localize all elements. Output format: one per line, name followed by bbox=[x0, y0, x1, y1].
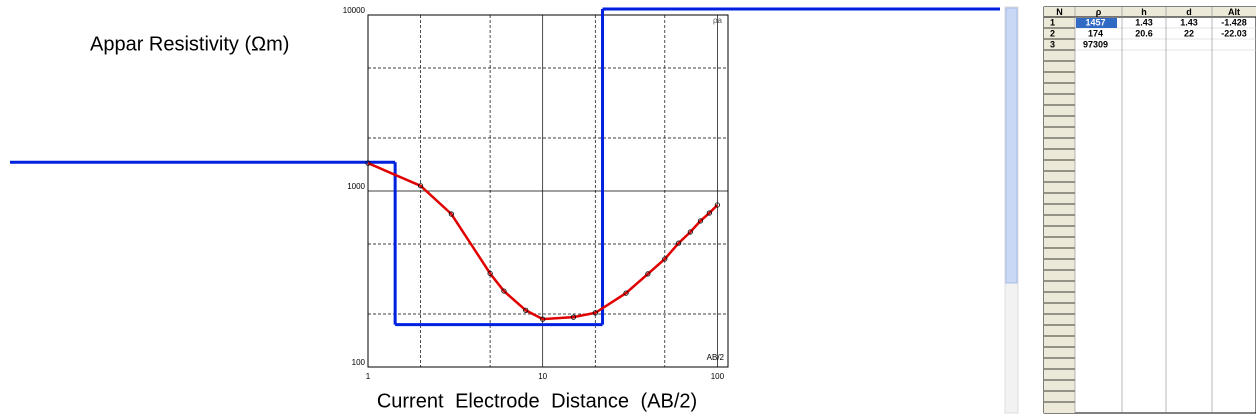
x-tick-label: 1 bbox=[366, 372, 371, 381]
data-point bbox=[448, 211, 454, 217]
data-point bbox=[523, 307, 529, 313]
header-bg bbox=[1044, 7, 1256, 17]
column-header: h bbox=[1141, 7, 1147, 17]
table-cell[interactable]: 97309 bbox=[1083, 39, 1108, 49]
table-cell[interactable]: 174 bbox=[1088, 28, 1103, 38]
index-bg bbox=[1044, 7, 1075, 413]
table-bg bbox=[1043, 6, 1256, 414]
data-point bbox=[714, 202, 720, 208]
table-cell[interactable]: 1457 bbox=[1085, 17, 1105, 27]
data-point bbox=[570, 314, 577, 320]
column-header: ρ bbox=[1096, 7, 1102, 17]
column-header: Alt bbox=[1228, 7, 1240, 17]
y-tick-label: 10000 bbox=[343, 6, 366, 15]
data-point bbox=[687, 229, 693, 235]
table-cell[interactable]: 22 bbox=[1184, 28, 1194, 38]
data-point bbox=[487, 270, 493, 277]
data-point bbox=[592, 310, 598, 316]
y-tick-label: 100 bbox=[352, 358, 366, 367]
data-point bbox=[365, 160, 371, 166]
table-cell[interactable]: 1.43 bbox=[1180, 17, 1198, 27]
selected-cell[interactable] bbox=[1076, 18, 1117, 28]
data-point bbox=[623, 290, 629, 296]
fitted-curve bbox=[367, 161, 719, 321]
table-cell[interactable]: 3 bbox=[1050, 39, 1055, 49]
marks bbox=[10, 7, 1000, 327]
data-point bbox=[501, 288, 507, 294]
table-cell[interactable]: 20.6 bbox=[1135, 28, 1153, 38]
data-point bbox=[676, 240, 682, 246]
table-cell[interactable]: 2 bbox=[1050, 28, 1055, 38]
corner-y-label: ρa bbox=[713, 16, 723, 25]
y-tick-label: 1000 bbox=[347, 182, 365, 191]
table-cell[interactable]: -1.428 bbox=[1221, 17, 1247, 27]
data-point bbox=[662, 256, 668, 262]
corner-x-label: AB/2 bbox=[707, 353, 725, 362]
scrollbar-thumb[interactable] bbox=[1005, 7, 1018, 284]
x-tick-label: 10 bbox=[538, 372, 547, 381]
column-header: d bbox=[1186, 7, 1192, 17]
x-axis-label: Current Electrode Distance (AB/2) bbox=[377, 390, 697, 412]
grid bbox=[367, 14, 728, 368]
plot-frame bbox=[367, 14, 729, 368]
data-point bbox=[706, 210, 713, 216]
table-cell[interactable]: 1 bbox=[1050, 17, 1055, 27]
data-point bbox=[417, 183, 424, 189]
data-point bbox=[645, 271, 651, 277]
data-point bbox=[540, 316, 546, 322]
table-cell[interactable]: 1.43 bbox=[1135, 17, 1153, 27]
y-axis-label: Appar Resistivity (Ωm) bbox=[90, 33, 289, 55]
table-cell[interactable]: -22.03 bbox=[1221, 28, 1247, 38]
column-header: N bbox=[1056, 7, 1063, 17]
x-tick-label: 100 bbox=[711, 372, 725, 381]
data-point bbox=[697, 218, 704, 224]
